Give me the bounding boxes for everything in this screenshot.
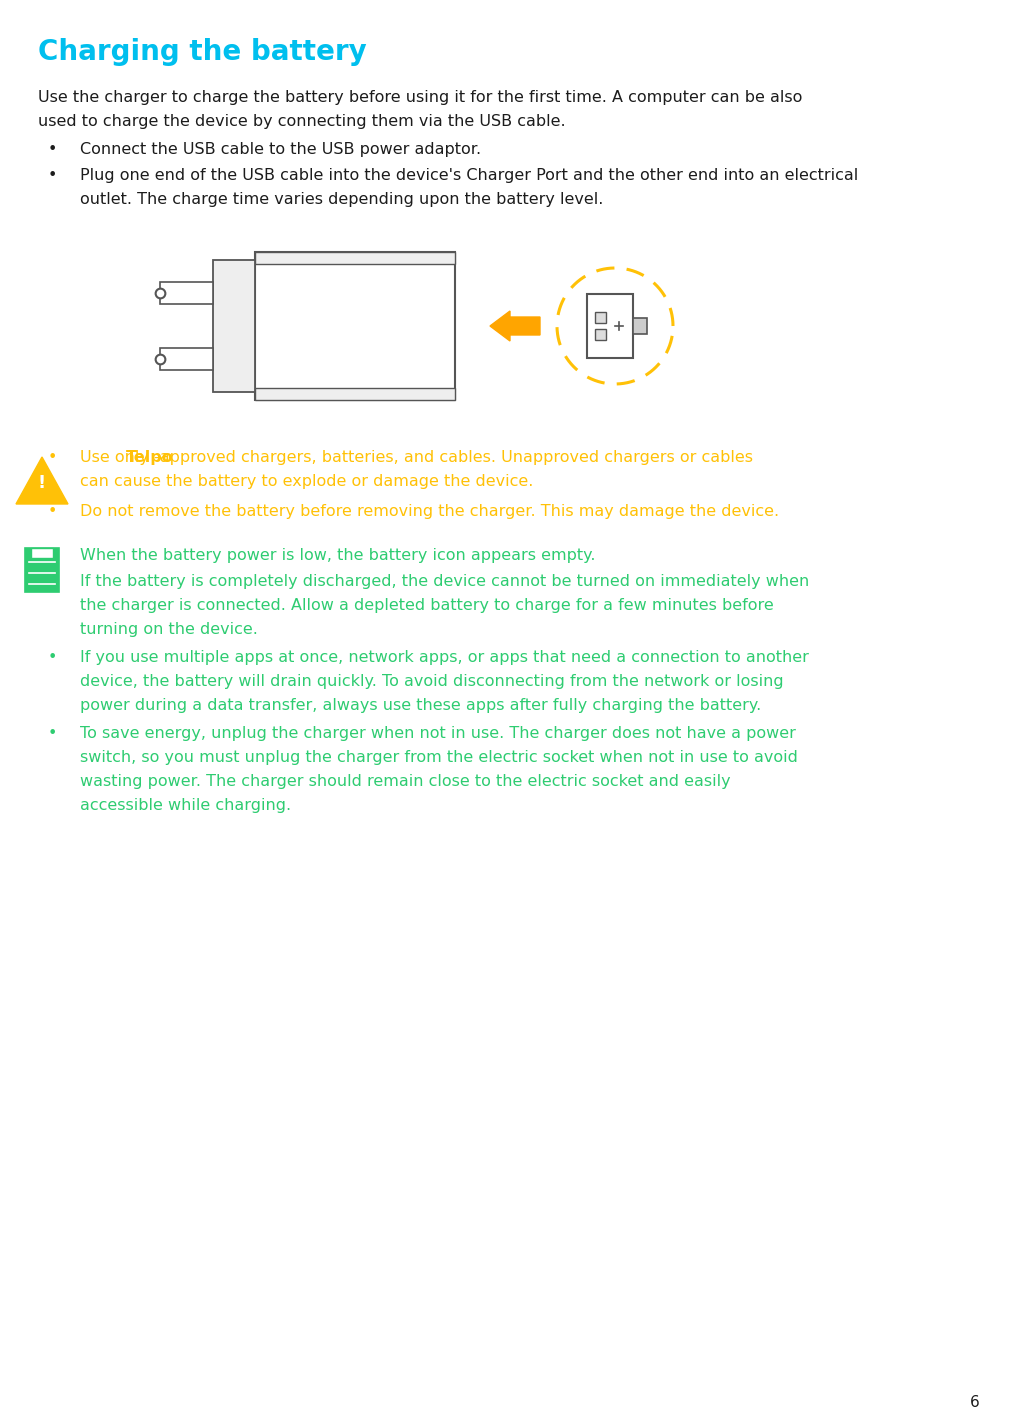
Text: -approved chargers, batteries, and cables. Unapproved chargers or cables: -approved chargers, batteries, and cable…	[154, 450, 753, 465]
Text: Use the charger to charge the battery before using it for the first time. A comp: Use the charger to charge the battery be…	[38, 90, 803, 106]
Text: •: •	[48, 548, 58, 564]
Bar	[255, 388, 455, 400]
Bar	[255, 253, 455, 264]
Text: Connect the USB cable to the USB power adaptor.: Connect the USB cable to the USB power a…	[80, 143, 481, 157]
Text: device, the battery will drain quickly. To avoid disconnecting from the network : device, the battery will drain quickly. …	[80, 674, 784, 689]
Text: •: •	[48, 574, 58, 589]
Text: •: •	[48, 504, 58, 519]
FancyArrow shape	[490, 311, 540, 341]
Bar	[160, 348, 213, 370]
Text: power during a data transfer, always use these apps after fully charging the bat: power during a data transfer, always use…	[80, 698, 761, 714]
Bar	[595, 330, 606, 340]
Text: When the battery power is low, the battery icon appears empty.: When the battery power is low, the batte…	[80, 548, 596, 564]
Text: turning on the device.: turning on the device.	[80, 622, 258, 636]
Text: outlet. The charge time varies depending upon the battery level.: outlet. The charge time varies depending…	[80, 193, 603, 207]
Text: !: !	[38, 474, 46, 492]
Text: •: •	[48, 651, 58, 665]
Bar	[160, 283, 213, 304]
Text: used to charge the device by connecting them via the USB cable.: used to charge the device by connecting …	[38, 114, 565, 128]
Text: Use only: Use only	[80, 450, 154, 465]
Text: 6: 6	[970, 1396, 980, 1410]
Bar	[213, 260, 255, 392]
Text: •: •	[48, 143, 58, 157]
Text: •: •	[48, 450, 58, 465]
Text: To save energy, unplug the charger when not in use. The charger does not have a : To save energy, unplug the charger when …	[80, 726, 796, 741]
Text: the charger is connected. Allow a depleted battery to charge for a few minutes b: the charger is connected. Allow a deplet…	[80, 598, 773, 614]
Text: switch, so you must unplug the charger from the electric socket when not in use : switch, so you must unplug the charger f…	[80, 751, 798, 765]
Text: Telpo: Telpo	[126, 450, 174, 465]
Text: If you use multiple apps at once, network apps, or apps that need a connection t: If you use multiple apps at once, networ…	[80, 651, 809, 665]
Text: Charging the battery: Charging the battery	[38, 39, 366, 66]
Bar	[587, 294, 633, 358]
Polygon shape	[16, 457, 68, 504]
Text: If the battery is completely discharged, the device cannot be turned on immediat: If the battery is completely discharged,…	[80, 574, 809, 589]
Text: Do not remove the battery before removing the charger. This may damage the devic: Do not remove the battery before removin…	[80, 504, 780, 519]
Text: accessible while charging.: accessible while charging.	[80, 798, 291, 813]
Text: •: •	[48, 726, 58, 741]
Text: can cause the battery to explode or damage the device.: can cause the battery to explode or dama…	[80, 474, 533, 489]
Text: •: •	[48, 168, 58, 183]
Text: wasting power. The charger should remain close to the electric socket and easily: wasting power. The charger should remain…	[80, 773, 731, 789]
Bar	[633, 318, 647, 334]
Bar	[255, 253, 455, 400]
Text: Plug one end of the USB cable into the device's Charger Port and the other end i: Plug one end of the USB cable into the d…	[80, 168, 859, 183]
Bar	[25, 548, 59, 592]
Bar	[595, 313, 606, 323]
Bar	[31, 548, 53, 558]
